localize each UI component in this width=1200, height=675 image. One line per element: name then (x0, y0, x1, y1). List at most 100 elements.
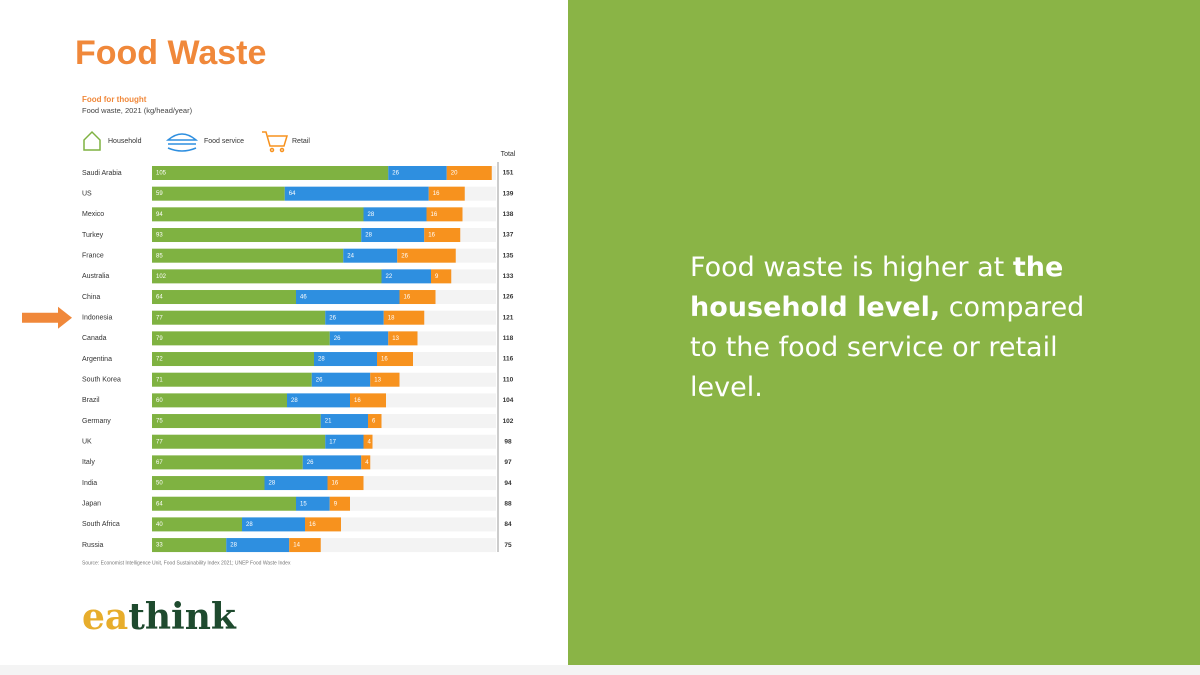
value-label: 6 (372, 419, 376, 425)
bar-segment (242, 517, 305, 532)
value-label: 46 (300, 295, 307, 301)
value-label: 59 (156, 191, 163, 197)
value-label: 79 (156, 336, 163, 342)
bar-segment (287, 393, 350, 408)
bar-segment (314, 352, 377, 367)
category-label: UK (82, 439, 92, 446)
value-label: 28 (318, 357, 325, 363)
value-label: 20 (451, 171, 458, 177)
value-label: 15 (300, 501, 307, 507)
bar-segment (325, 310, 384, 325)
bar-segment (152, 166, 389, 180)
value-label: 93 (156, 233, 163, 239)
bar-segment (152, 455, 303, 470)
value-label: 28 (269, 481, 276, 487)
bar-segment (428, 186, 465, 201)
total-label: 88 (504, 500, 512, 507)
bar-segment (152, 228, 362, 243)
logo-part: ea (82, 596, 128, 638)
bar-segment (370, 372, 400, 387)
value-label: 16 (332, 481, 339, 487)
category-label: US (82, 191, 92, 198)
category-label: France (82, 253, 104, 260)
icon-house (83, 130, 101, 151)
bar-segment (361, 228, 425, 243)
value-label: 16 (381, 357, 388, 363)
bar-segment (152, 186, 285, 201)
category-label: South Korea (82, 377, 121, 384)
bar-segment (424, 228, 461, 243)
total-label: 84 (504, 521, 512, 528)
category-label: Italy (82, 459, 95, 466)
bar-segment (152, 310, 326, 325)
total-header: Total (501, 151, 516, 158)
total-label: 104 (503, 397, 514, 404)
slide-title: Food Waste (75, 34, 266, 72)
value-label: 72 (156, 357, 163, 363)
panel-text-part: compared to the food service or retail l… (690, 292, 1085, 403)
bar-segment (152, 476, 265, 491)
total-label: 102 (503, 418, 514, 425)
value-label: 71 (156, 377, 163, 383)
total-label: 118 (503, 335, 514, 342)
total-label: 139 (503, 190, 514, 197)
legend-label: Retail (292, 138, 310, 145)
bar-segment (264, 476, 328, 491)
value-label: 60 (156, 398, 163, 404)
value-label: 16 (433, 191, 440, 197)
value-label: 24 (347, 253, 354, 259)
value-label: 94 (156, 212, 163, 218)
total-label: 116 (503, 356, 514, 363)
category-label: Germany (82, 418, 111, 425)
value-label: 21 (325, 419, 332, 425)
bar-segment (329, 496, 350, 511)
total-label: 133 (503, 273, 514, 280)
value-label: 85 (156, 253, 163, 259)
bar-segment (152, 414, 321, 429)
bar-segment (399, 290, 436, 305)
value-label: 77 (156, 439, 163, 445)
bar-segment (305, 517, 341, 532)
category-label: South Africa (82, 521, 120, 528)
value-label: 14 (293, 543, 300, 549)
bar-segment (152, 352, 314, 367)
value-label: 50 (156, 481, 163, 487)
highlight-arrow (22, 306, 72, 329)
legend-label: Food service (204, 138, 244, 145)
value-label: 64 (156, 501, 163, 507)
total-label: 97 (504, 459, 512, 466)
bar-segment (325, 434, 364, 449)
total-label: 110 (503, 376, 514, 383)
value-label: 4 (368, 439, 372, 445)
category-label: Russia (82, 542, 104, 549)
panel-text: Food waste is higher at the household le… (690, 248, 1110, 408)
value-label: 13 (374, 377, 381, 383)
total-label: 94 (504, 480, 512, 487)
category-label: Australia (82, 273, 109, 280)
value-label: 26 (329, 315, 336, 321)
category-label: Indonesia (82, 315, 112, 322)
bar-segment (446, 166, 492, 180)
total-label: 121 (503, 314, 514, 321)
value-label: 64 (156, 295, 163, 301)
bar-segment (152, 331, 330, 346)
total-label: 135 (503, 252, 514, 259)
category-label: India (82, 480, 97, 487)
value-label: 67 (156, 460, 163, 466)
category-label: Turkey (82, 232, 104, 239)
bar-segment (152, 290, 296, 305)
total-label: 151 (503, 170, 514, 177)
value-label: 26 (392, 171, 399, 177)
value-label: 28 (365, 233, 372, 239)
value-label: 9 (435, 274, 439, 280)
bar-segment (377, 352, 413, 367)
value-label: 18 (388, 315, 395, 321)
value-label: 16 (431, 212, 438, 218)
category-label: Argentina (82, 356, 112, 363)
value-label: 13 (392, 336, 399, 342)
bar-segment (311, 372, 371, 387)
value-label: 26 (334, 336, 341, 342)
bar-segment (320, 414, 368, 429)
bar-segment (152, 496, 296, 511)
